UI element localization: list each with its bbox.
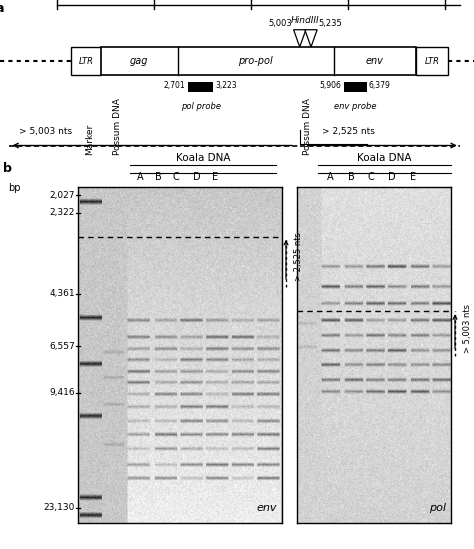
Text: a: a (0, 2, 4, 15)
Text: > 5,003 nts: > 5,003 nts (463, 304, 472, 354)
Text: B: B (155, 172, 161, 182)
Text: Possum DNA: Possum DNA (113, 98, 122, 155)
Text: LTR: LTR (79, 57, 93, 65)
Text: 5,906: 5,906 (319, 81, 341, 90)
Text: 2,322: 2,322 (50, 208, 75, 217)
Text: pol probe: pol probe (181, 102, 221, 111)
Text: env: env (366, 56, 384, 66)
Text: Koala DNA: Koala DNA (357, 153, 412, 163)
Text: 9,416: 9,416 (49, 388, 75, 397)
Text: env: env (256, 503, 277, 513)
Text: 3,223: 3,223 (216, 81, 237, 90)
Text: C: C (173, 172, 179, 182)
Bar (100, 47, 416, 75)
Text: E: E (212, 172, 218, 182)
Text: C: C (368, 172, 374, 182)
Text: pro-pol: pro-pol (238, 56, 273, 66)
Text: Koala DNA: Koala DNA (176, 153, 230, 163)
Text: 5,235: 5,235 (319, 19, 342, 28)
Text: 4,361: 4,361 (49, 289, 75, 298)
Bar (416, 47, 447, 75)
Polygon shape (293, 30, 306, 47)
Text: > 2,525 nts: > 2,525 nts (322, 127, 375, 136)
Bar (188, 82, 213, 92)
Text: 6,379: 6,379 (369, 81, 391, 90)
Text: HindIII: HindIII (291, 16, 319, 25)
Text: 2,027: 2,027 (49, 191, 75, 200)
Text: A: A (327, 172, 333, 182)
Text: bp: bp (8, 183, 20, 193)
Text: > 5,003 nts: > 5,003 nts (19, 127, 72, 136)
Text: Possum DNA: Possum DNA (303, 98, 312, 155)
Text: env probe: env probe (334, 102, 376, 111)
Polygon shape (305, 30, 317, 47)
Text: LTR: LTR (424, 57, 439, 65)
Text: E: E (410, 172, 416, 182)
Text: D: D (193, 172, 201, 182)
Text: 6,557: 6,557 (49, 341, 75, 351)
Bar (72, 47, 100, 75)
Text: 5,003: 5,003 (268, 19, 292, 28)
Bar (344, 82, 366, 92)
Text: 23,130: 23,130 (44, 503, 75, 512)
Text: B: B (347, 172, 355, 182)
Text: gag: gag (130, 56, 149, 66)
Text: A: A (137, 172, 143, 182)
Text: b: b (3, 162, 12, 175)
Text: pol: pol (429, 503, 446, 513)
Text: 2,701: 2,701 (164, 81, 186, 90)
Text: > 2,525 nts: > 2,525 nts (294, 232, 303, 281)
Text: Marker: Marker (85, 124, 94, 155)
Text: D: D (388, 172, 396, 182)
